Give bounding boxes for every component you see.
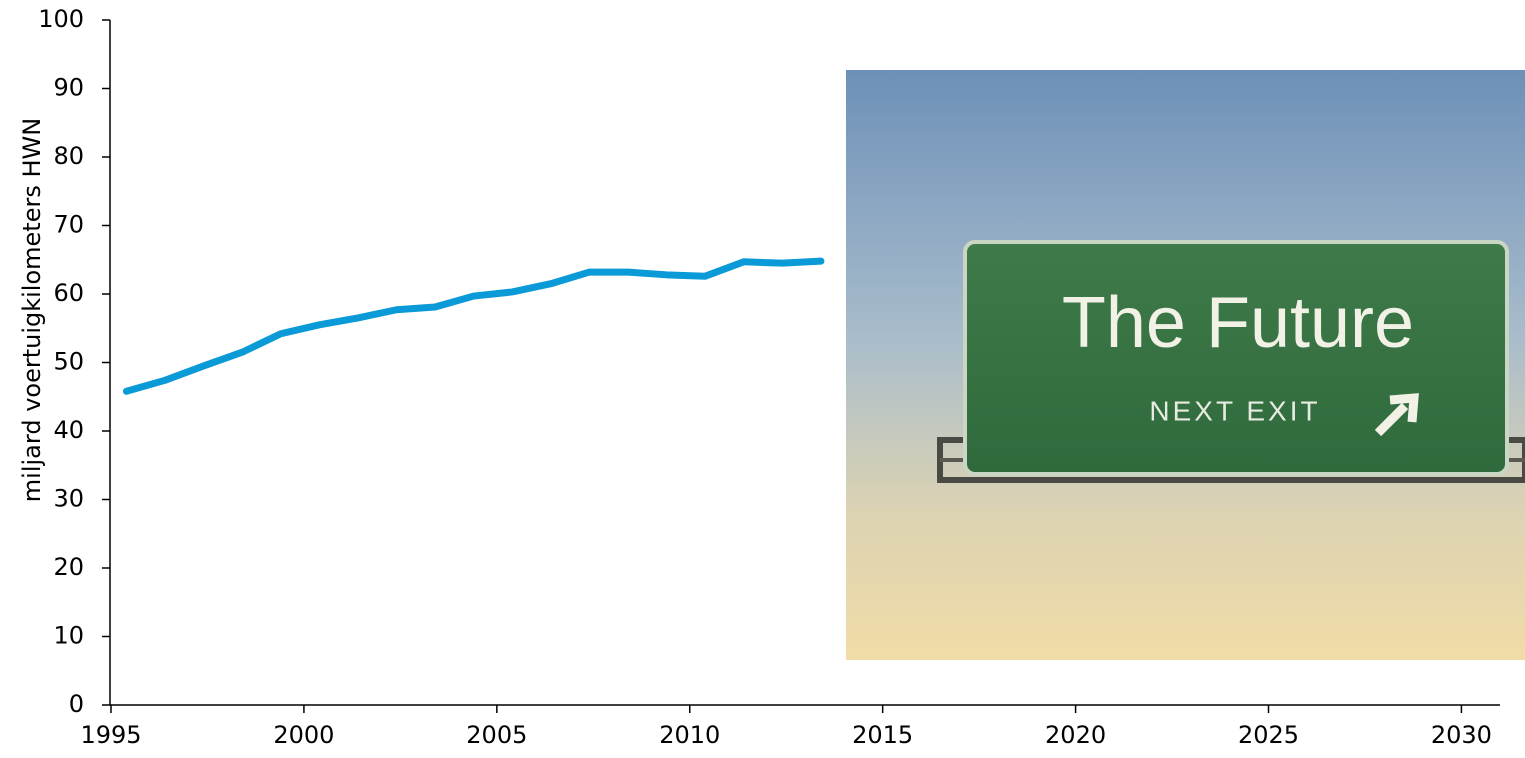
y-tick-label: 50	[53, 348, 84, 376]
y-tick-label: 100	[38, 5, 84, 33]
y-axis-label: miljard voertuigkilometers HWN	[18, 118, 46, 502]
photo: The Future NEXT EXIT	[846, 70, 1525, 660]
y-tick-label: 20	[53, 553, 84, 581]
y-tick-label: 60	[53, 279, 84, 307]
x-tick-label: 2025	[1238, 721, 1299, 749]
chart: miljard voertuigkilometers HWN The Futur…	[0, 0, 1525, 754]
x-tick-label: 2000	[273, 721, 334, 749]
y-tick-label: 0	[69, 690, 84, 718]
y-tick-label: 30	[53, 485, 84, 513]
y-tick-label: 80	[53, 142, 84, 170]
x-tick-label: 2020	[1045, 721, 1106, 749]
y-tick-label: 40	[53, 416, 84, 444]
y-tick-label: 90	[53, 74, 84, 102]
data-line	[126, 261, 821, 391]
y-tick-label: 10	[53, 622, 84, 650]
x-tick-label: 2015	[852, 721, 913, 749]
x-tick-label: 2030	[1431, 721, 1492, 749]
x-tick-label: 1995	[80, 721, 141, 749]
sign-text: NEXT EXIT	[1149, 395, 1320, 426]
x-tick-label: 2005	[466, 721, 527, 749]
sign-headline: The Future	[1062, 283, 1414, 363]
x-tick-label: 2010	[659, 721, 720, 749]
y-tick-label: 70	[53, 211, 84, 239]
